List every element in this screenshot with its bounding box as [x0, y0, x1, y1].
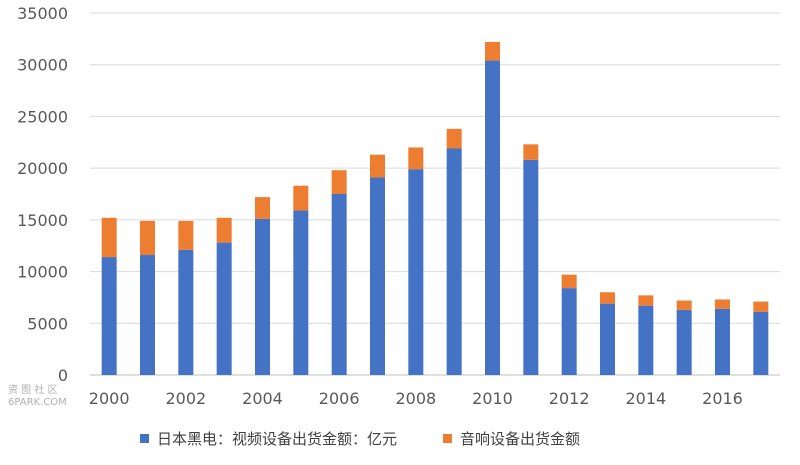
x-axis-ticks: 2000 2002 2004 2006 2008 2010 2012 2014 2016 [89, 389, 743, 408]
bar-audio-2010 [485, 41, 500, 61]
x-tick-label: 2002 [165, 389, 206, 408]
bar-video-2008 [408, 169, 424, 375]
legend-item-audio: 音响设备出货金额 [443, 428, 580, 449]
legend: 日本黑电：视频设备出货金额：亿元 音响设备出货金额 [140, 428, 580, 449]
bar-video-2005 [293, 210, 309, 375]
bar-audio-2008 [408, 147, 424, 170]
x-tick-label: 2012 [549, 389, 590, 408]
watermark-line-1: 资 图 社 区 [8, 385, 58, 396]
bar-audio-2002 [178, 220, 194, 250]
bar-video-2004 [255, 218, 270, 375]
bar-audio-2005 [293, 185, 309, 211]
bar-audio-2006 [331, 170, 347, 194]
x-tick-label: 2000 [89, 389, 130, 408]
legend-item-video: 日本黑电：视频设备出货金额：亿元 [140, 428, 397, 449]
bar-audio-2000 [101, 217, 117, 258]
x-tick-label: 2014 [625, 389, 666, 408]
bar-video-2016 [715, 308, 730, 375]
bar-audio-2003 [216, 217, 232, 243]
bar-audio-2004 [255, 197, 270, 219]
legend-label-audio: 音响设备出货金额 [460, 430, 581, 448]
watermark: 资 图 社 区 6PARK.COM [8, 385, 67, 409]
y-tick-label: 20000 [17, 159, 68, 178]
bar-video-2012 [561, 288, 577, 375]
x-tick-label: 2016 [702, 389, 743, 408]
x-tick-label: 2008 [395, 389, 436, 408]
bar-video-2014 [638, 305, 654, 375]
bar-audio-2013 [600, 292, 615, 304]
bar-audio-2011 [523, 144, 539, 160]
bar-audio-2012 [561, 274, 577, 289]
y-tick-label: 10000 [17, 263, 68, 282]
bar-video-2015 [676, 309, 692, 375]
bar-video-2010 [485, 60, 500, 375]
gridlines [90, 12, 780, 376]
bar-video-2007 [370, 177, 385, 375]
x-tick-label: 2004 [242, 389, 283, 408]
watermark-line-2: 6PARK.COM [8, 397, 67, 408]
bar-video-2011 [523, 159, 539, 375]
bars [101, 41, 769, 375]
bar-video-2006 [331, 194, 347, 375]
y-tick-label: 15000 [17, 211, 68, 230]
bar-video-2003 [216, 242, 232, 375]
legend-label-video: 日本黑电：视频设备出货金额：亿元 [157, 430, 398, 448]
y-tick-label: 5000 [27, 314, 68, 333]
bar-audio-2007 [370, 154, 385, 178]
bar-video-2000 [101, 257, 117, 375]
bar-video-2001 [140, 255, 155, 375]
bar-audio-2016 [715, 299, 730, 309]
bar-video-2013 [600, 303, 615, 375]
bar-video-2002 [178, 249, 194, 375]
legend-swatch-audio [443, 434, 453, 443]
bar-audio-2014 [638, 295, 654, 306]
y-axis-ticks: 0 5000 10000 15000 20000 25000 30000 35000 [17, 4, 68, 385]
bar-audio-2015 [676, 300, 692, 310]
y-tick-label: 0 [58, 366, 68, 385]
bar-audio-2017 [753, 301, 769, 312]
y-tick-label: 25000 [17, 107, 68, 126]
x-tick-label: 2006 [319, 389, 360, 408]
y-tick-label: 30000 [17, 56, 68, 75]
bar-audio-2001 [140, 220, 155, 256]
y-tick-label: 35000 [17, 4, 68, 23]
bar-audio-2009 [446, 128, 462, 149]
x-tick-label: 2010 [472, 389, 513, 408]
bar-video-2009 [446, 148, 462, 375]
bar-video-2017 [753, 311, 769, 375]
legend-swatch-video [140, 434, 149, 443]
